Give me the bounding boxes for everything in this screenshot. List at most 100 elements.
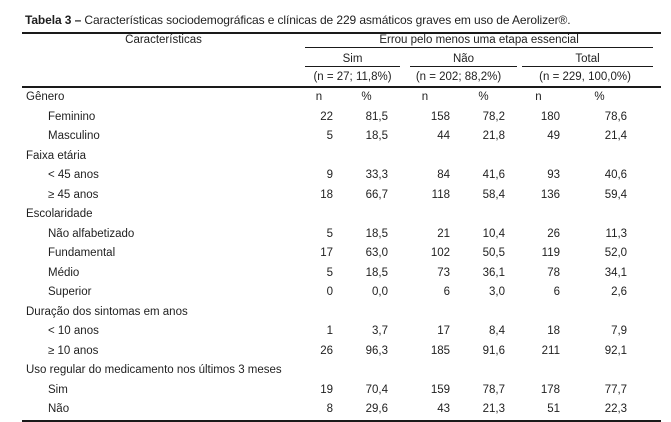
table-row: Médio 5 18,5 73 36,1 78 34,1: [22, 264, 661, 284]
row-label: Duração dos sintomas em anos: [26, 305, 188, 318]
subgroup-label-nao: Não: [410, 53, 517, 67]
cell-total-pct: [572, 205, 661, 225]
cell-sim-n: [305, 205, 345, 225]
cell-sim-pct: 18,5: [365, 227, 388, 240]
cell-total-n: 78: [547, 266, 560, 279]
table-row: < 45 anos 9 33,3 84 41,6 93 40,6: [22, 166, 661, 186]
header-row-counts: (n = 27; 11,8%) (n = 202; 88,2%) (n = 22…: [22, 67, 662, 88]
cell-nao-pct: 10,4: [482, 227, 505, 240]
row-label: < 45 anos: [48, 169, 99, 181]
cell-total-pct: 52,0: [604, 247, 628, 259]
table-row: ≥ 45 anos 18 66,7 118 58,4 136 59,4: [22, 186, 661, 206]
table-row: ≥ 10 anos 26 96,3 185 91,6 211 92,1: [22, 342, 661, 362]
subgroup-label-total: Total: [522, 53, 654, 67]
table-row: Superior 0 0,0 6 3,0 6 2,6: [22, 283, 661, 303]
cell-sim-n: n: [315, 91, 323, 103]
table-caption-text: Características sociodemográficas e clín…: [81, 13, 571, 27]
cell-nao-n: 185: [430, 344, 450, 357]
cell-sim-pct: 18,5: [365, 130, 388, 142]
cell-total-pct: 40,6: [604, 169, 628, 181]
cell-sim-n: 18: [320, 188, 333, 201]
cell-nao-pct: [462, 205, 517, 225]
cell-total-pct: 11,3: [605, 227, 628, 240]
cell-nao-n: 21: [437, 227, 450, 240]
cell-nao-pct: 3,0: [489, 286, 505, 298]
cell-total-pct: 77,7: [604, 383, 628, 396]
cell-sim-pct: 96,3: [365, 344, 388, 357]
cell-nao-pct: 21,3: [482, 403, 505, 415]
cell-sim-pct: 18,5: [365, 266, 388, 279]
row-label: Faixa etária: [26, 149, 87, 162]
row-label: Gênero: [26, 91, 65, 103]
cell-total-n: 26: [547, 227, 560, 240]
cell-total-pct: [572, 303, 661, 323]
cell-sim-pct: 63,0: [365, 247, 388, 259]
cell-sim-n: 9: [326, 169, 333, 181]
row-label: Superior: [48, 286, 92, 298]
table-row: Duração dos sintomas em anos: [22, 303, 661, 323]
cell-total-n: 119: [541, 247, 560, 259]
cell-total-pct: 34,1: [604, 266, 628, 279]
row-label: Fundamental: [48, 247, 116, 259]
table-row: Sim 19 70,4 159 78,7 178 77,7: [22, 381, 661, 401]
cell-nao-n: 118: [431, 188, 450, 201]
cell-sim-n: 0: [326, 286, 333, 298]
cell-nao-pct: 78,2: [482, 110, 505, 123]
cell-nao-n: 84: [437, 169, 450, 181]
table-row: Gênero n % n % n %: [22, 87, 661, 108]
cell-sim-n: 17: [320, 247, 333, 259]
cell-nao-n: 17: [437, 325, 450, 337]
cell-nao-pct: 58,4: [482, 188, 505, 201]
cell-total-n: 180: [540, 110, 560, 123]
cell-total-n: 18: [547, 325, 560, 337]
cell-total-n: 136: [540, 188, 560, 201]
row-label: Feminino: [48, 110, 96, 123]
row-label: Masculino: [48, 130, 100, 142]
column-header-characteristics: Características: [125, 34, 202, 46]
cell-nao-n: 159: [430, 383, 450, 396]
cell-sim-n: 5: [326, 266, 333, 279]
cell-nao-pct: [462, 303, 517, 323]
cell-sim-pct: 33,3: [365, 169, 388, 181]
cell-total-pct: [572, 361, 661, 381]
row-label: Não: [48, 403, 70, 415]
cell-nao-pct: 8,4: [489, 325, 505, 337]
cell-total-pct: 92,1: [604, 344, 628, 357]
row-label: Uso regular do medicamento nos últimos 3…: [26, 364, 282, 376]
table-row: Feminino 22 81,5 158 78,2 180 78,6: [22, 108, 661, 128]
row-label: < 10 anos: [48, 325, 99, 337]
cell-sim-pct: [345, 205, 400, 225]
cell-sim-n: [305, 361, 345, 381]
row-label: ≥ 45 anos: [48, 188, 99, 201]
cell-sim-n: 5: [326, 227, 333, 240]
subgroup-sim-cell: Sim: [305, 48, 400, 67]
cell-total-n: 49: [547, 130, 560, 142]
cell-nao-n: 158: [430, 110, 450, 123]
table-row: < 10 anos 1 3,7 17 8,4 18 7,9: [22, 322, 661, 342]
cell-sim-pct: 70,4: [365, 383, 388, 396]
cell-nao-pct: 50,5: [482, 247, 505, 259]
column-group-header: Errou pelo menos uma etapa essencial: [305, 34, 654, 48]
cell-total-pct: [572, 147, 661, 167]
subgroup-label-sim: Sim: [305, 53, 400, 67]
cell-sim-n: 5: [326, 130, 333, 142]
table-row: Não alfabetizado 5 18,5 21 10,4 26 11,3: [22, 225, 661, 245]
cell-total-n: [517, 205, 572, 225]
row-label: Escolaridade: [26, 208, 93, 220]
table-body: Gênero n % n % n % Feminino 22 81,5 158 …: [22, 87, 661, 421]
cell-nao-pct: [462, 361, 517, 381]
cell-nao-n: 44: [437, 130, 450, 142]
subgroup-count-total: (n = 229, 100,0%): [517, 67, 662, 88]
table-row: Escolaridade: [22, 205, 661, 225]
table-row: Faixa etária: [22, 147, 661, 167]
row-label: Médio: [48, 266, 80, 279]
cell-total-n: 6: [553, 286, 560, 298]
cell-nao-pct: 21,8: [482, 130, 505, 142]
cell-nao-n: 6: [443, 286, 450, 298]
cell-nao-n: [400, 303, 462, 323]
cell-sim-n: [305, 303, 345, 323]
cell-nao-n: 102: [430, 247, 450, 259]
cell-sim-n: 8: [326, 403, 333, 415]
cell-total-n: [517, 361, 572, 381]
cell-sim-pct: %: [361, 91, 372, 103]
